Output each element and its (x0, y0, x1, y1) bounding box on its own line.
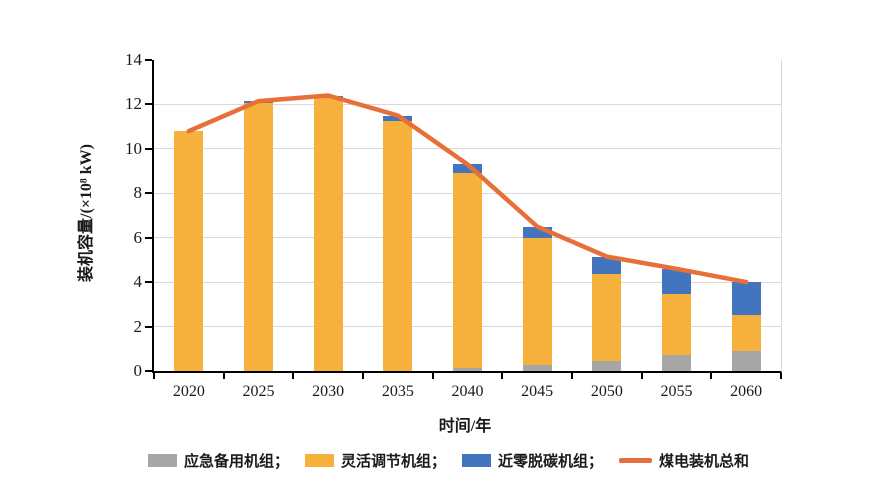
legend: 应急备用机组； 灵活调节机组； 近零脱碳机组； 煤电装机总和 (148, 450, 749, 471)
plot-area: 2020 2025 2030 2035 2040 2045 2050 2055 2060 (145, 59, 782, 400)
legend-item-coal-total-line: 煤电装机总和 (619, 450, 749, 471)
y-tick-mark (145, 192, 152, 195)
bar-segment-near-zero-decarbonization-units (453, 164, 482, 174)
x-tick-mark (431, 373, 434, 379)
x-tick-mark (222, 373, 225, 379)
gridline (154, 103, 781, 105)
x-tick-mark (292, 373, 295, 379)
coal-total-line (186, 93, 749, 285)
y-tick-mark (145, 281, 152, 284)
y-tick-mark (145, 236, 152, 239)
bar-segment-emergency-backup-units (592, 361, 622, 371)
legend-item-near-zero-decarb: 近零脱碳机组； (462, 450, 603, 471)
legend-label: 近零脱碳机组； (498, 454, 604, 470)
legend-label: 灵活调节机组； (341, 454, 447, 470)
bar-segment-emergency-backup-units (731, 351, 761, 371)
x-tick-label: 2020 (172, 383, 205, 400)
bar-2040 (453, 60, 482, 371)
x-tick-label: 2030 (312, 383, 345, 400)
legend-swatch-gray (148, 454, 177, 467)
y-tick-label: 2 (133, 316, 143, 336)
x-tick-mark (640, 373, 643, 379)
x-tick-mark (153, 373, 155, 379)
x-tick-label: 2035 (381, 383, 414, 400)
legend-item-emergency-backup: 应急备用机组； (148, 450, 289, 471)
bar-segment-flexible-regulation-units (731, 315, 761, 352)
y-axis-title: 装机容量/(×10⁸ kW) (78, 144, 95, 282)
x-tick-label: 2025 (242, 383, 275, 400)
bar-segment-emergency-backup-units (522, 365, 552, 371)
bar-segment-flexible-regulation-units (244, 103, 273, 371)
legend-item-flexible-regulation: 灵活调节机组； (305, 450, 446, 471)
bar-2025 (244, 60, 273, 371)
legend-label: 煤电装机总和 (659, 454, 750, 470)
legend-swatch-yellow (305, 454, 335, 467)
y-tick-label: 14 (125, 50, 142, 69)
y-tick-label: 4 (133, 272, 143, 292)
bar-segment-near-zero-decarbonization-units (522, 226, 552, 238)
bar-segment-near-zero-decarbonization-units (731, 282, 761, 316)
bar-2055 (662, 60, 691, 371)
bar-segment-near-zero-decarbonization-units (592, 256, 622, 275)
x-axis-title: 时间/年 (438, 418, 492, 435)
x-tick-label: 2045 (521, 383, 554, 400)
y-tick-mark (145, 325, 152, 328)
x-tick-mark (571, 373, 573, 379)
bar-2035 (383, 60, 413, 371)
bar-segment-flexible-regulation-units (453, 173, 482, 368)
x-tick-mark (780, 373, 782, 379)
bar-segment-flexible-regulation-units (662, 294, 691, 356)
x-tick-label: 2050 (590, 383, 623, 400)
bar-2045 (522, 60, 552, 371)
bar-segment-near-zero-decarbonization-units (383, 115, 413, 122)
total-line-layer (186, 93, 749, 285)
y-tick-mark (145, 147, 152, 150)
bar-segment-flexible-regulation-units (592, 274, 622, 362)
x-tick-mark (710, 373, 713, 379)
bar-segment-flexible-regulation-units (174, 131, 204, 371)
bar-segment-flexible-regulation-units (313, 97, 343, 371)
x-tick-mark (501, 373, 504, 379)
legend-swatch-blue (462, 454, 492, 467)
y-tick-label: 10 (125, 138, 142, 158)
y-tick-mark (145, 103, 152, 106)
legend-label: 应急备用机组； (184, 454, 290, 470)
bar-2030 (313, 60, 343, 371)
x-tick-label: 2040 (451, 383, 484, 400)
legend-line-swatch-orange (619, 458, 653, 463)
bar-segment-emergency-backup-units (453, 367, 482, 371)
y-tick-label: 12 (125, 94, 142, 114)
y-tick-label: 0 (133, 361, 143, 380)
bar-2050 (592, 60, 622, 371)
bar-segment-flexible-regulation-units (383, 121, 413, 371)
x-tick-label: 2060 (730, 383, 763, 400)
bar-segment-near-zero-decarbonization-units (662, 268, 691, 295)
bar-segment-flexible-regulation-units (522, 237, 552, 366)
y-tick-mark (145, 370, 152, 372)
bar-2060 (731, 60, 761, 371)
gridline (154, 148, 781, 150)
x-tick-mark (362, 373, 364, 379)
y-tick-label: 8 (133, 183, 143, 203)
y-tick-label: 6 (133, 227, 143, 247)
y-tick-mark (145, 59, 152, 61)
bar-segment-emergency-backup-units (662, 355, 691, 371)
x-tick-label: 2055 (660, 383, 693, 400)
bar-2020 (174, 60, 204, 371)
